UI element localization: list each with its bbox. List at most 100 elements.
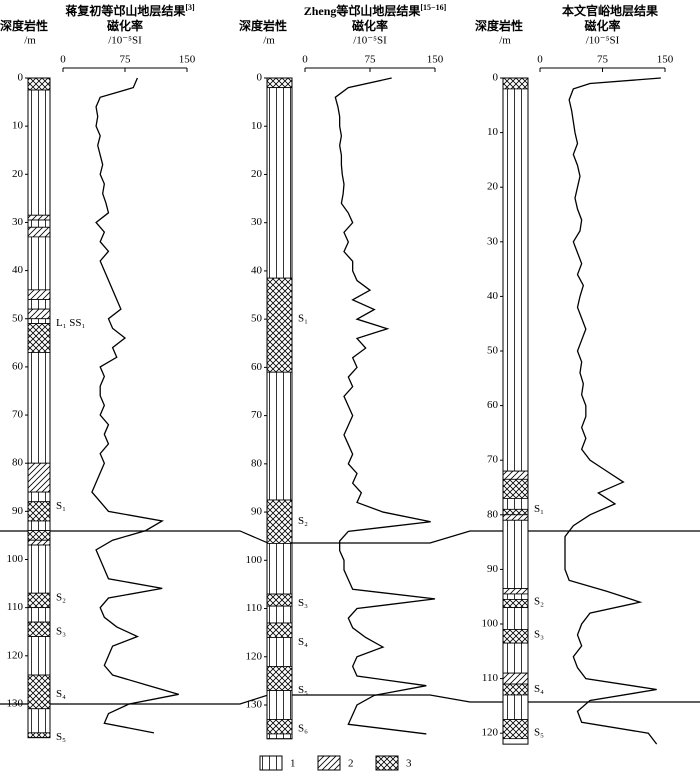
- y-tick-label: 110: [7, 601, 24, 613]
- lithology-layer: [27, 214, 51, 221]
- y-tick-label: 100: [7, 553, 24, 565]
- lithology-layer: [502, 508, 529, 516]
- legend-label: 1: [290, 758, 296, 770]
- y-tick-label: 120: [7, 649, 24, 661]
- y-tick-label: 40: [487, 290, 499, 302]
- panel-title: Zheng等邙山地层结果[15−16]: [304, 3, 447, 18]
- lithology-layer: [27, 308, 51, 320]
- column-frame: [27, 77, 51, 739]
- lithology-layer: [27, 491, 51, 503]
- y-tick-label: 70: [487, 454, 499, 466]
- depth-label: 深度: [0, 18, 25, 33]
- horizon-label: S₅: [534, 727, 544, 739]
- horizon-label: S₄: [298, 636, 308, 648]
- susceptibility-curve: [564, 77, 661, 745]
- y-tick-label: 70: [251, 409, 263, 421]
- susceptibility-curve: [91, 77, 179, 734]
- y-tick-label: 30: [12, 216, 24, 228]
- y-tick-label: 100: [482, 618, 499, 630]
- susceptibility-curve: [334, 77, 436, 735]
- y-tick-label: 50: [251, 313, 263, 325]
- lithology-layer: [27, 299, 51, 310]
- lithology-layer: [27, 318, 51, 324]
- lithology-layer: [27, 501, 51, 522]
- x-tick-label: 75: [365, 54, 377, 66]
- lithology-layer: [502, 478, 529, 499]
- lithology-layer: [266, 543, 293, 595]
- y-tick-label: 50: [12, 312, 24, 324]
- x-unit: /10⁻⁵SI: [353, 35, 387, 47]
- depth-label: 深度: [239, 18, 264, 33]
- title-text: 本文官峪地层结果: [562, 3, 658, 18]
- y-tick-label: 90: [12, 505, 24, 517]
- lithology-layer: [27, 89, 51, 216]
- horizon-label: S₅: [56, 731, 66, 743]
- lithology-layer: [27, 530, 51, 541]
- horizon-label: S₂: [534, 596, 544, 608]
- legend-label: 3: [406, 758, 412, 770]
- lithology-layer: [266, 690, 293, 720]
- lithology-layer: [27, 219, 51, 228]
- horizon-label: S₁: [56, 500, 66, 512]
- y-tick-label: 60: [251, 361, 263, 373]
- x-label: 磁化率: [106, 18, 143, 33]
- panel-title: 本文官峪地层结果: [562, 3, 658, 18]
- horizon-label: S₃: [534, 628, 544, 640]
- lithology-layer: [27, 592, 51, 609]
- lithology-layer: [266, 733, 293, 740]
- y-tick-label: 80: [12, 457, 24, 469]
- y-tick-label: 0: [257, 72, 263, 84]
- lithology-layer: [502, 607, 529, 630]
- y-tick-label: 110: [246, 602, 263, 614]
- lithology-layer: [266, 277, 293, 373]
- x-label: 磁化率: [351, 18, 388, 33]
- lithology-layer: [27, 544, 51, 594]
- lithology-layer: [27, 636, 51, 676]
- x-tick-label: 150: [179, 54, 196, 66]
- x-tick-label: 0: [537, 54, 543, 66]
- y-tick-label: 30: [487, 235, 499, 247]
- lithology-layer: [502, 642, 529, 674]
- y-tick-label: 0: [18, 72, 24, 84]
- x-tick-label: 150: [427, 54, 444, 66]
- lithology-layer: [502, 519, 529, 589]
- litho-label: 岩性: [23, 18, 48, 33]
- y-tick-label: 120: [246, 650, 263, 662]
- y-tick-label: 50: [487, 345, 499, 357]
- horizon-label: S₂: [56, 592, 66, 604]
- legend-swatch: [259, 755, 283, 771]
- y-tick-label: 20: [251, 168, 263, 180]
- lithology-layer: [27, 236, 51, 291]
- lithology-layer: [502, 629, 529, 644]
- lithology-layer: [27, 732, 51, 739]
- y-tick-label: 90: [487, 563, 499, 575]
- y-tick-label: 40: [251, 264, 263, 276]
- horizon-label: S₄: [534, 683, 544, 695]
- lithology-layer: [27, 289, 51, 300]
- lithology-layer: [502, 683, 529, 696]
- lithology-layer: [27, 539, 51, 546]
- x-tick-label: 0: [302, 54, 308, 66]
- y-tick-label: 80: [251, 457, 263, 469]
- horizon-label: S₃: [298, 597, 308, 609]
- depth-unit: /m: [24, 35, 36, 47]
- lithology-layer: [266, 371, 293, 501]
- y-tick-label: 40: [12, 264, 24, 276]
- y-tick-label: 60: [12, 360, 24, 372]
- lithology-layer: [27, 323, 51, 353]
- lithology-layer: [266, 499, 293, 544]
- x-tick-label: 75: [120, 54, 132, 66]
- x-tick-label: 150: [657, 54, 674, 66]
- y-tick-label: 20: [12, 168, 24, 180]
- lithology-layer: [27, 708, 51, 734]
- horizon-label: S₁: [298, 313, 308, 325]
- lithology-layer: [502, 694, 529, 720]
- correlation-line: [0, 530, 700, 544]
- lithology-layer: [502, 470, 529, 480]
- horizon-label: S₁: [534, 503, 544, 515]
- lithology-layer: [27, 621, 51, 637]
- y-tick-label: 10: [12, 120, 24, 132]
- title-text: Zheng等邙山地层结果: [304, 3, 421, 18]
- lithology-layer: [266, 637, 293, 667]
